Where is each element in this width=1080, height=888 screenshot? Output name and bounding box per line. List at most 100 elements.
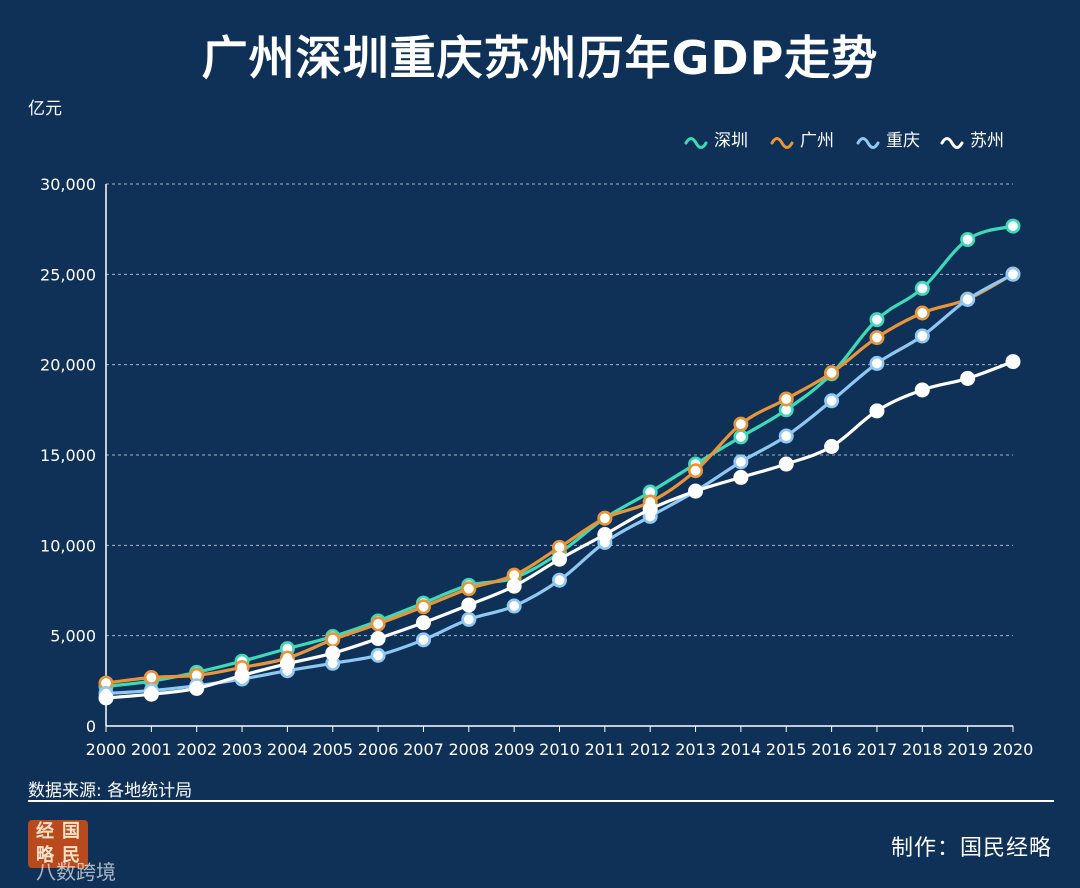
y-tick-labels: 0 5,000 10,000 15,000 20,000 25,000 30,000 bbox=[40, 175, 96, 736]
legend-swatch bbox=[684, 137, 708, 149]
maker-credit: 制作：国民经略 bbox=[890, 836, 1052, 861]
y-axis-unit-label: 亿元 bbox=[28, 99, 62, 119]
x-tick-label: 2004 bbox=[267, 740, 308, 759]
x-tick-label: 2008 bbox=[448, 740, 489, 759]
data-point bbox=[506, 578, 522, 594]
watermark-text: 八数跨境 bbox=[36, 860, 116, 884]
x-tick-label: 2020 bbox=[993, 740, 1034, 759]
gridlines bbox=[106, 183, 1013, 637]
data-point bbox=[189, 680, 205, 696]
data-point bbox=[824, 439, 840, 455]
gdp-line-chart: 0 5,000 10,000 15,000 20,000 25,000 30,000 200… bbox=[40, 131, 1034, 759]
legend-item: 广州 bbox=[770, 131, 834, 151]
series-重庆 bbox=[98, 266, 1021, 701]
data-point bbox=[370, 647, 386, 663]
x-tick-label: 2000 bbox=[86, 740, 127, 759]
x-tick-label: 2018 bbox=[902, 740, 943, 759]
data-point bbox=[279, 656, 295, 672]
data-point bbox=[869, 403, 885, 419]
x-tick-label: 2009 bbox=[494, 740, 535, 759]
data-point bbox=[325, 632, 341, 648]
data-point bbox=[415, 615, 431, 631]
x-tick-label: 2003 bbox=[222, 740, 263, 759]
y-tick-label: 5,000 bbox=[50, 627, 96, 646]
data-point bbox=[597, 510, 613, 526]
data-point bbox=[733, 429, 749, 445]
y-tick-label: 20,000 bbox=[40, 356, 96, 375]
data-point bbox=[1005, 266, 1021, 282]
data-point bbox=[98, 690, 114, 706]
data-point bbox=[688, 463, 704, 479]
footer-divider bbox=[28, 800, 1054, 802]
data-point bbox=[461, 611, 477, 627]
data-point bbox=[869, 330, 885, 346]
x-tick-label: 2011 bbox=[584, 740, 625, 759]
data-point bbox=[824, 365, 840, 381]
x-tick-label: 2019 bbox=[947, 740, 988, 759]
logo-char: 经 bbox=[36, 821, 54, 842]
legend-label: 苏州 bbox=[970, 131, 1004, 151]
data-point bbox=[143, 686, 159, 702]
series-深圳 bbox=[98, 218, 1021, 694]
x-tick-label: 2005 bbox=[312, 740, 353, 759]
y-tick-label: 25,000 bbox=[40, 265, 96, 284]
legend-swatch bbox=[940, 137, 964, 149]
data-point bbox=[778, 456, 794, 472]
logo-char: 民 bbox=[62, 845, 80, 866]
x-tick-label: 2013 bbox=[675, 740, 716, 759]
x-tick-label: 2001 bbox=[131, 740, 172, 759]
x-tick-label: 2010 bbox=[539, 740, 580, 759]
y-tick-label: 0 bbox=[86, 717, 96, 736]
legend-item: 苏州 bbox=[940, 131, 1004, 151]
source-note: 数据来源: 各地统计局 bbox=[28, 781, 193, 801]
data-point bbox=[960, 370, 976, 386]
axes bbox=[105, 184, 1014, 732]
x-tick-label: 2012 bbox=[630, 740, 671, 759]
legend-label: 广州 bbox=[800, 131, 834, 151]
data-point bbox=[1005, 354, 1021, 370]
data-point bbox=[869, 355, 885, 371]
legend-label: 深圳 bbox=[714, 131, 748, 151]
data-point bbox=[461, 597, 477, 613]
data-point bbox=[960, 291, 976, 307]
series-广州 bbox=[98, 266, 1021, 691]
data-point bbox=[551, 539, 567, 555]
data-point bbox=[914, 382, 930, 398]
data-point bbox=[506, 598, 522, 614]
data-point bbox=[597, 526, 613, 542]
data-point bbox=[914, 280, 930, 296]
data-point bbox=[551, 551, 567, 567]
data-point bbox=[642, 501, 658, 517]
data-point bbox=[778, 428, 794, 444]
logo-char: 国 bbox=[62, 821, 80, 842]
legend-label: 重庆 bbox=[886, 131, 920, 151]
legend: 深圳 广州 重庆 苏州 bbox=[684, 131, 1004, 151]
x-tick-label: 2006 bbox=[358, 740, 399, 759]
data-point bbox=[824, 393, 840, 409]
data-point bbox=[960, 232, 976, 248]
data-point bbox=[325, 645, 341, 661]
legend-item: 重庆 bbox=[856, 131, 920, 151]
legend-item: 深圳 bbox=[684, 131, 748, 151]
data-point bbox=[914, 328, 930, 344]
data-point bbox=[461, 581, 477, 597]
x-tick-labels: 2000 2001 2002 2003 2004 2005 2006 2007 2008 2009… bbox=[86, 740, 1034, 759]
legend-swatch bbox=[770, 137, 794, 149]
y-tick-label: 10,000 bbox=[40, 536, 96, 555]
data-point bbox=[733, 454, 749, 470]
data-point bbox=[415, 599, 431, 615]
series-lines bbox=[98, 218, 1021, 706]
y-tick-label: 30,000 bbox=[40, 175, 96, 194]
data-point bbox=[370, 616, 386, 632]
data-point bbox=[914, 305, 930, 321]
chart-title: 广州深圳重庆苏州历年GDP走势 bbox=[201, 31, 879, 85]
series-line bbox=[104, 224, 1015, 689]
legend-swatch bbox=[856, 137, 880, 149]
data-point bbox=[1005, 218, 1021, 234]
data-point bbox=[733, 416, 749, 432]
series-苏州 bbox=[98, 354, 1021, 706]
data-point bbox=[869, 312, 885, 328]
data-point bbox=[551, 572, 567, 588]
data-point bbox=[688, 483, 704, 499]
x-tick-label: 2014 bbox=[721, 740, 762, 759]
